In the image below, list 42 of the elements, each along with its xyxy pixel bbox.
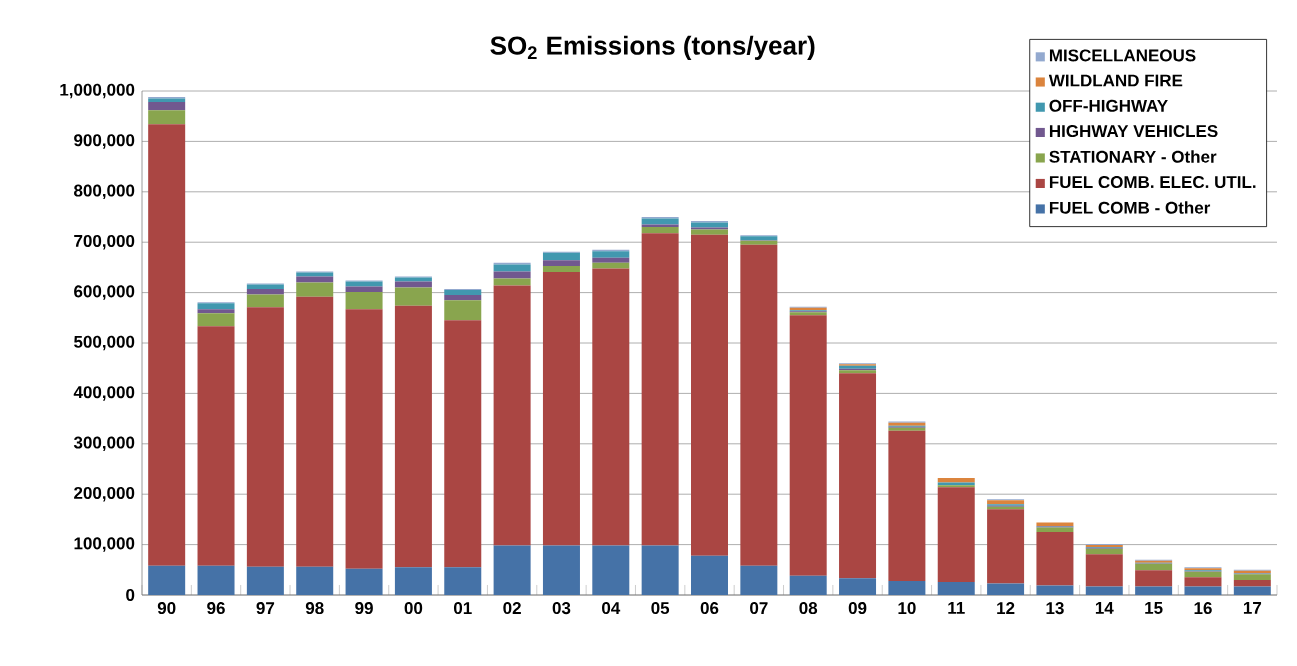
- legend-label: FUEL COMB. ELEC. UTIL.: [1049, 176, 1256, 189]
- x-tick-label: 14: [1095, 602, 1114, 614]
- legend-label: HIGHWAY VEHICLES: [1049, 125, 1218, 138]
- x-tick-label: 17: [1243, 602, 1262, 614]
- y-tick-label: 900,000: [74, 134, 135, 149]
- x-tick-label: 10: [898, 602, 916, 615]
- legend-label: OFF-HIGHWAY: [1049, 99, 1168, 112]
- x-tick-label: 09: [848, 602, 867, 615]
- x-tick-label: 13: [1046, 602, 1064, 615]
- x-tick-label: 15: [1145, 602, 1163, 614]
- x-tick-label: 96: [207, 602, 225, 615]
- y-tick-label: 800,000: [74, 184, 135, 200]
- x-tick-label: 05: [651, 602, 670, 615]
- x-tick-label: 97: [256, 602, 275, 615]
- y-tick-label: 200,000: [74, 486, 135, 502]
- x-tick-label: 02: [503, 602, 521, 615]
- y-tick-label: 700,000: [74, 234, 135, 250]
- x-tick-label: 16: [1194, 602, 1212, 615]
- legend-label: STATIONARY - Other: [1049, 150, 1217, 163]
- y-tick-label: 1,000,000: [60, 83, 135, 99]
- x-tick-label: 12: [997, 602, 1015, 614]
- x-tick-label: 90: [157, 602, 176, 615]
- x-tick-label: 11: [948, 602, 965, 614]
- y-tick-label: 100,000: [74, 537, 135, 552]
- y-tick-label: 0: [126, 589, 135, 602]
- chart-title: SO$_{2}$ Emissions (tons/year): [490, 35, 815, 60]
- y-tick-label: 300,000: [73, 436, 135, 452]
- x-tick-label: 00: [404, 602, 423, 615]
- legend-label: MISCELLANEOUS: [1049, 49, 1196, 62]
- x-tick-label: 99: [355, 602, 373, 615]
- x-tick-label: 08: [799, 602, 818, 615]
- x-tick-label: 01: [453, 602, 472, 615]
- y-tick-label: 600,000: [74, 285, 135, 300]
- y-tick-label: 400,000: [73, 386, 135, 401]
- legend-label: FUEL COMB - Other: [1049, 201, 1211, 214]
- x-tick-label: 07: [750, 602, 768, 615]
- x-tick-label: 06: [700, 602, 719, 615]
- x-tick-label: 98: [305, 602, 324, 615]
- x-tick-label: 03: [552, 602, 571, 615]
- legend-label: WILDLAND FIRE: [1048, 74, 1183, 87]
- x-tick-label: 04: [602, 602, 621, 615]
- y-tick-label: 500,000: [74, 335, 135, 351]
